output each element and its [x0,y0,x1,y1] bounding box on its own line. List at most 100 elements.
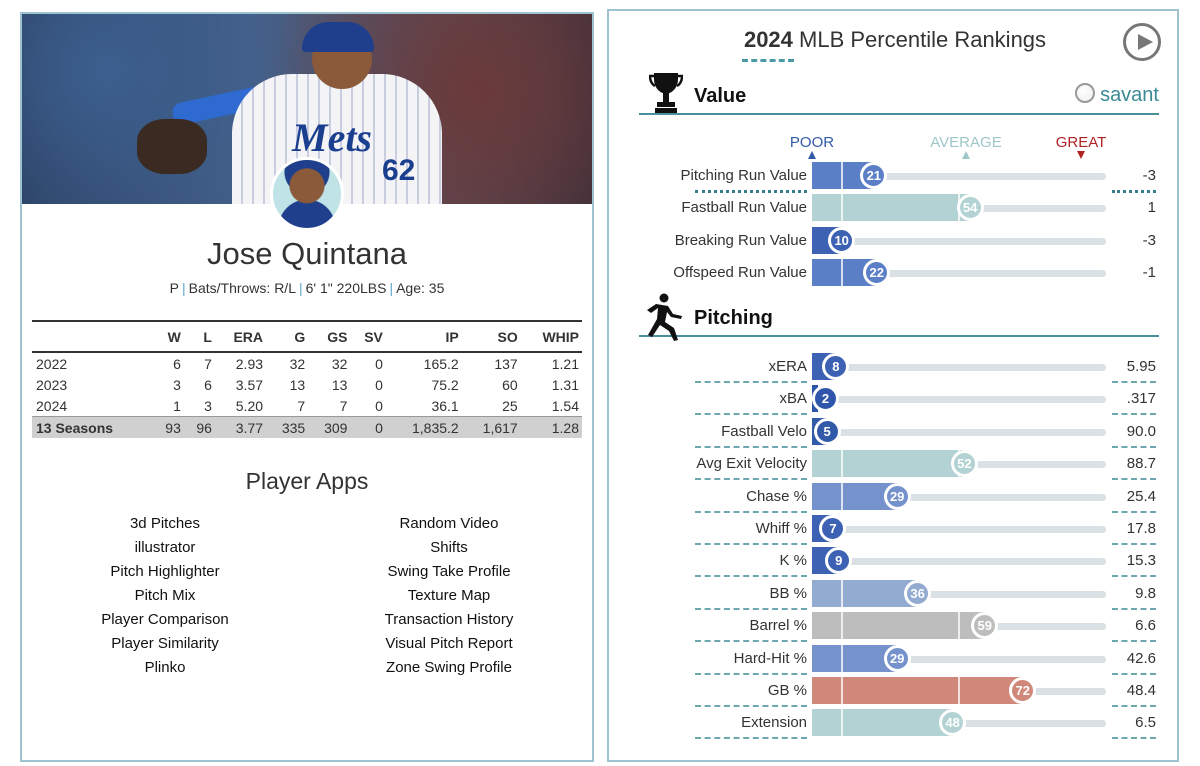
stats-cell: 137 [494,355,518,372]
player-app-link[interactable]: Pitch Mix [134,587,196,604]
stats-career-cell: 309 [308,416,351,438]
metric-bar-area: 5 [812,417,1112,445]
player-app-link[interactable]: Pitch Highlighter [110,563,220,580]
player-card: Mets 62 Jose Quintana P | Bats/Throws: R/L… [20,12,594,762]
metric-value: 1 [1147,199,1156,217]
play-icon[interactable] [1123,23,1161,61]
metric-row[interactable]: Extension 48 6.5 [609,708,1181,740]
metric-track [814,173,1106,180]
baseball-icon [1075,83,1096,103]
bar-tick [841,194,844,222]
stats-cell: 1.31 [551,376,579,393]
metric-value: 48.4 [1126,682,1156,699]
stats-cell: 165.2 [423,355,459,372]
player-app-link[interactable]: Player Comparison [101,611,229,628]
stats-career-cell: 335 [266,416,309,438]
player-app-link[interactable]: 3d Pitches [129,515,201,532]
player-name: Jose Quintana [207,236,407,271]
triangle-icon [1077,151,1085,159]
player-app-link[interactable]: Player Similarity [111,635,219,652]
metric-label: Pitching Run Value [680,167,807,184]
savant-brand-text: savant [1100,84,1159,106]
player-app-link[interactable]: illustrator [134,539,196,556]
metric-track [814,396,1106,404]
stats-row: 2022 6 7 2.93 32 32 0 165.2 137 1.21 [32,352,582,374]
stats-cell: 0 [375,397,383,414]
stats-career-cell: 0 [350,416,386,438]
stats-cell: 2024 [36,397,68,414]
metric-row[interactable]: BB % 36 9.8 [609,579,1181,610]
bar-tick [958,677,960,704]
stats-career-cell: 1,835.2 [385,416,462,438]
metric-row[interactable]: GB % 72 48.4 [609,676,1181,707]
scale-label-average: AVERAGE [926,134,1006,159]
stats-row: 2023 3 6 3.57 13 13 0 75.2 60 1.31 [32,374,582,395]
player-app-link[interactable]: Visual Pitch Report [385,635,513,652]
savant-logo[interactable]: savant [1075,83,1159,107]
metric-bar-area: 54 [812,194,1112,222]
player-app-link[interactable]: Shifts [430,539,468,556]
metric-track [814,590,1106,598]
metric-bar-area: 9 [812,547,1112,575]
percentile-circle: 72 [1009,677,1037,704]
percentile-circle: 59 [971,612,999,640]
metric-value: 15.3 [1126,552,1156,570]
metric-label: Chase % [746,487,807,505]
metric-bar-area: 7 [812,515,1112,542]
bar-tick [841,677,844,704]
metric-row[interactable]: xERA 8 5.95 [609,352,1181,383]
player-headshot-avatar [270,157,344,231]
metric-row[interactable]: Breaking Run Value 10 -3 [609,226,1181,256]
metric-row[interactable]: Fastball Velo 5 90.0 [609,417,1181,448]
percentile-circle: 29 [883,482,911,510]
metric-value: 17.8 [1126,520,1156,537]
metric-row[interactable]: Whiff % 7 17.8 [609,514,1181,545]
stats-cell: 6 [173,355,181,372]
metric-row[interactable]: Hard-Hit % 29 42.6 [609,644,1181,675]
metric-value: 6.5 [1135,714,1156,732]
metric-value: 5.95 [1126,358,1156,375]
metric-value: 88.7 [1126,455,1156,473]
player-app-link[interactable]: Plinko [144,659,186,676]
percentile-circle: 54 [956,194,984,222]
metric-bar-area: 72 [812,677,1112,704]
player-app-link[interactable]: Texture Map [407,587,491,604]
player-apps-title: Player Apps [245,468,369,494]
metric-value: 9.8 [1135,584,1156,602]
stats-header-cell: ERA [214,320,267,353]
rankings-title: 2024 MLB Percentile Rankings [609,27,1181,53]
bar-tick [841,162,844,189]
metric-row[interactable]: Offspeed Run Value 22 -1 [609,258,1181,288]
player-app-link[interactable]: Transaction History [384,611,514,628]
player-app-link[interactable]: Swing Take Profile [387,563,511,580]
player-apps-right-column: Random Video Shifts Swing Take Profile Text… [334,512,564,680]
percentile-circle: 52 [950,450,978,478]
player-app-link[interactable]: Zone Swing Profile [386,659,512,676]
player-app-link[interactable]: Random Video [399,515,499,532]
year-selector-underline[interactable] [742,59,794,62]
percentile-bar [812,644,897,672]
row-divider [695,672,807,675]
metric-row[interactable]: Fastball Run Value 54 1 [609,193,1181,223]
percentile-circle: 2 [812,385,839,413]
row-divider [1112,413,1156,416]
stats-header-cell: GS [308,320,351,353]
stats-career-cell: 96 [183,416,215,438]
bar-tick [958,612,960,640]
metric-row[interactable]: K % 9 15.3 [609,546,1181,578]
metric-row[interactable]: Avg Exit Velocity 52 88.7 [609,449,1181,481]
stats-cell: 75.2 [431,376,459,393]
scale-label-great: GREAT [1041,134,1121,159]
row-divider [1112,705,1156,707]
metric-row[interactable]: xBA 2 .317 [609,384,1181,416]
stats-header-cell: G [266,320,309,353]
metric-label: Extension [741,714,807,732]
metric-row[interactable]: Chase % 29 25.4 [609,482,1181,513]
percentile-circle: 36 [904,579,932,607]
row-divider [695,640,807,643]
metric-row[interactable]: Pitching Run Value 21 -3 [609,161,1181,193]
stats-cell: 7 [339,397,348,414]
metric-row[interactable]: Barrel % 59 6.6 [609,611,1181,643]
percentile-circle: 21 [860,162,888,189]
row-divider [695,607,807,610]
